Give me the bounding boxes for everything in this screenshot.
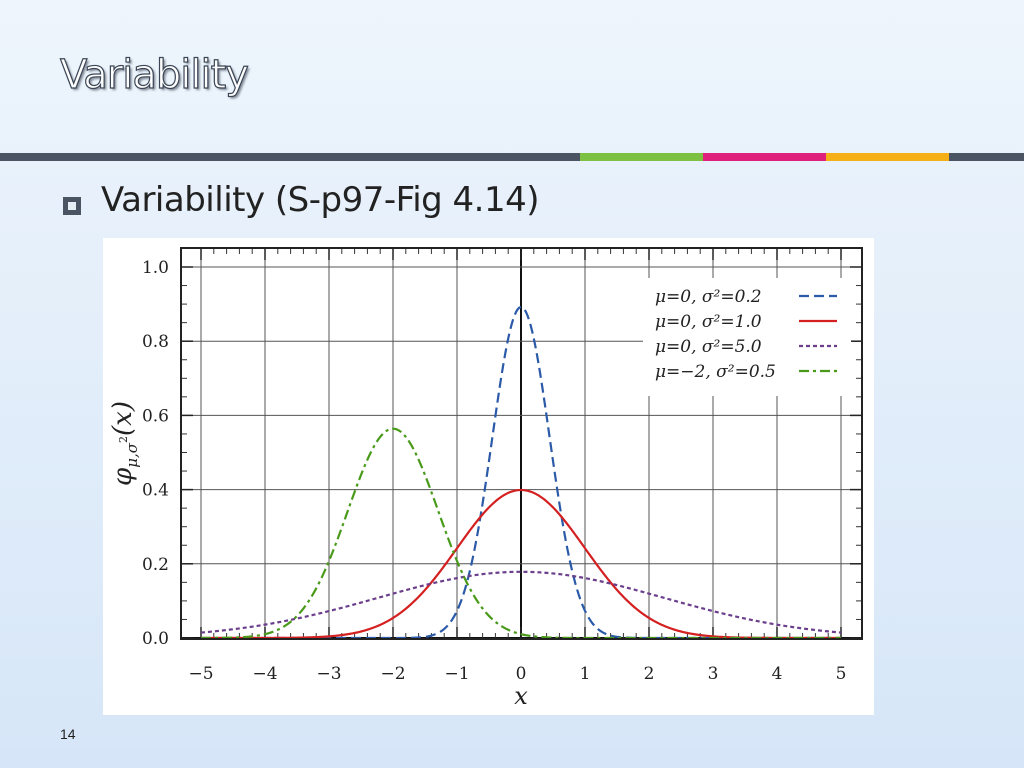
x-tick-label: −3: [316, 664, 341, 684]
x-tick-label: −4: [252, 664, 277, 684]
y-tick-label: 0.0: [142, 629, 169, 649]
bullet-square-icon: [63, 197, 81, 215]
y-axis-label-part: (x): [108, 401, 138, 436]
x-axis-label: x: [514, 682, 528, 710]
chart-figure: μ=0, σ²=0.2 μ=0, σ²=1.0 μ=0, σ²=5.0 μ=−2, σ…: [103, 238, 874, 715]
x-tick-label: 5: [836, 664, 847, 684]
x-tick-label: 2: [644, 664, 655, 684]
x-tick-label: 1: [580, 664, 591, 684]
accent-segment-dark-end: [949, 153, 1024, 161]
y-tick-label: 0.2: [142, 555, 169, 575]
y-tick-label: 0.6: [142, 406, 169, 426]
y-tick-label: 0.8: [142, 332, 169, 352]
x-tick-label: −5: [188, 664, 213, 684]
x-tick-label: −2: [380, 664, 405, 684]
accent-segment-pink: [703, 153, 826, 161]
y-axis-label-part: 2: [117, 436, 130, 443]
y-axis-label-part: μ,σ: [123, 442, 141, 468]
y-axis-label-part: φ: [108, 467, 138, 486]
accent-segment-green: [580, 153, 703, 161]
x-tick-label: 4: [772, 664, 783, 684]
legend: μ=0, σ²=0.2 μ=0, σ²=1.0 μ=0, σ²=5.0 μ=−2, σ…: [643, 278, 851, 396]
plot-frame: [180, 247, 863, 640]
x-tick-label: 3: [708, 664, 719, 684]
title-accent-bar: [0, 153, 1024, 161]
series-line: [200, 570, 842, 634]
tick-labels: −5 −4 −3 −2 −1 0 1 2 3 4 5 0.0 0.2 0.4 0.6 0.8 1.0: [142, 258, 846, 684]
legend-label: μ=0, σ²=5.0: [655, 337, 762, 357]
y-tick-label: 0.4: [142, 481, 169, 501]
accent-segment-yellow: [826, 153, 949, 161]
x-tick-label: −1: [444, 664, 469, 684]
y-axis-label: φμ,σ2(x): [108, 401, 141, 486]
legend-label: μ=−2, σ²=0.5: [655, 362, 776, 382]
slide-title: Variability: [59, 51, 249, 98]
page-number: 14: [60, 726, 76, 742]
legend-label: μ=0, σ²=1.0: [655, 312, 762, 332]
legend-label: μ=0, σ²=0.2: [655, 287, 762, 307]
x-tick-label: 0: [516, 664, 527, 684]
legend-box: [643, 278, 851, 396]
y-tick-label: 1.0: [142, 258, 169, 278]
accent-segment-dark: [0, 153, 580, 161]
bullet-text: Variability (S-p97-Fig 4.14): [101, 180, 540, 220]
normal-distribution-chart: μ=0, σ²=0.2 μ=0, σ²=1.0 μ=0, σ²=5.0 μ=−2, σ…: [108, 247, 863, 710]
